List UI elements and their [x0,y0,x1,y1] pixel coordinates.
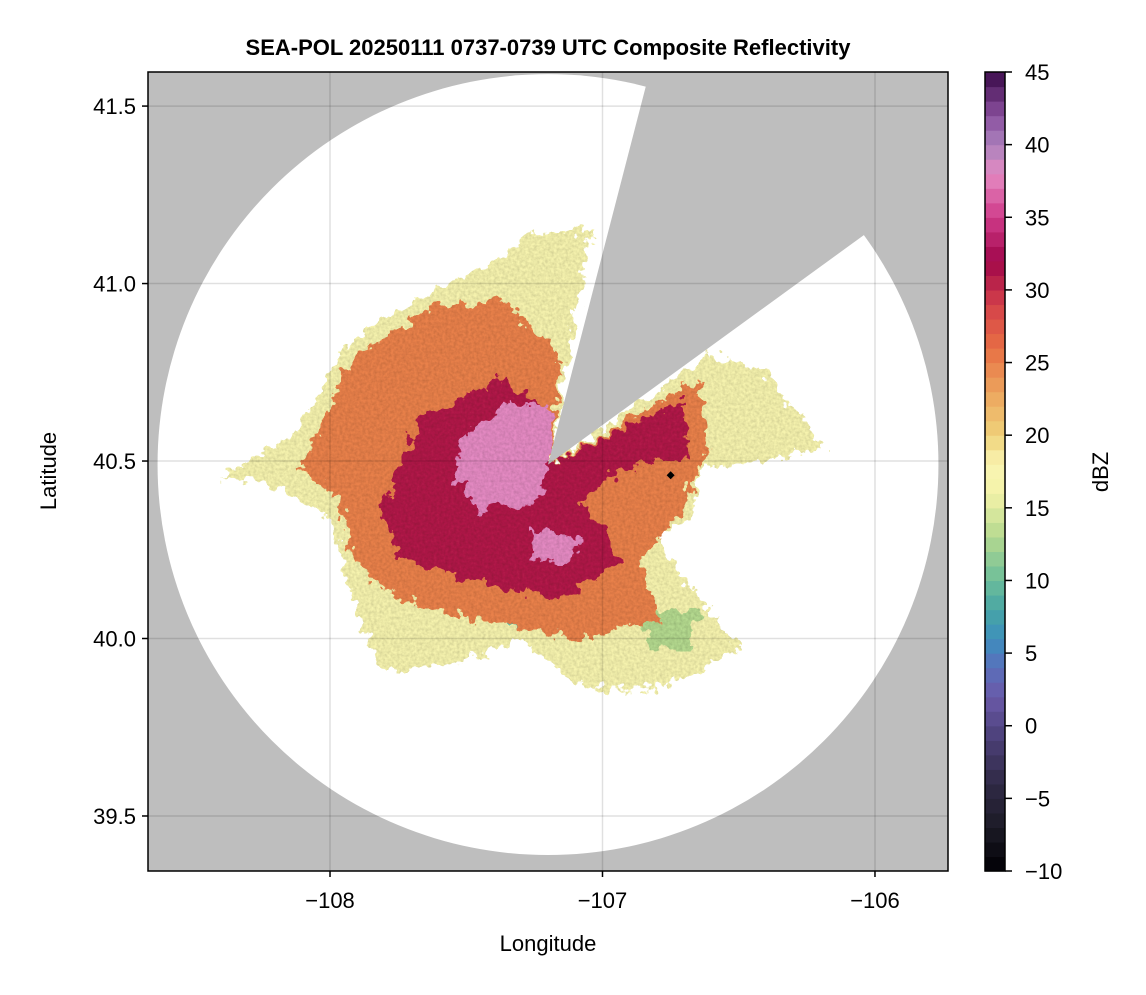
colorbar-label: dBZ [1088,452,1113,492]
colorbar-bin [985,333,1005,349]
colorbar-bin [985,798,1005,814]
echo-region [531,528,581,564]
colorbar-bin [985,522,1005,538]
grid-lines [148,72,948,871]
colorbar-tick-label: 40 [1025,133,1049,158]
colorbar-bin [985,667,1005,683]
colorbar-bin [985,101,1005,117]
colorbar-bin [985,725,1005,741]
colorbar-bin [985,420,1005,436]
y-tick-label: 41.5 [93,94,136,119]
colorbar-bin [985,289,1005,306]
colorbar-bin [985,783,1005,799]
colorbar-bin [985,478,1005,494]
colorbar-bin [985,638,1005,654]
colorbar-bin [985,86,1005,102]
colorbar-bin [985,231,1005,247]
colorbar-tick-label: 35 [1025,205,1049,230]
site-marker [666,471,675,480]
colorbar-bin [985,406,1005,422]
colorbar-tick-label: 20 [1025,423,1049,448]
colorbar-tick-label: 25 [1025,351,1049,376]
echo-layer [221,230,826,689]
colorbar-frame [984,71,1006,872]
colorbar-bin [985,769,1005,785]
blocked-sector [548,72,948,465]
colorbar-bin [985,159,1005,175]
colorbar-tick-label: 30 [1025,278,1049,303]
colorbar-bin [985,246,1005,262]
colorbar-bin [985,464,1005,480]
colorbar-tick-label: 5 [1025,641,1037,666]
x-axis-label: Longitude [500,931,597,956]
colorbar-bin [985,188,1005,204]
colorbar-bin [985,754,1005,770]
colorbar-bin [985,377,1005,393]
colorbar-bin [985,260,1005,276]
colorbar-bin [985,696,1005,712]
colorbar-bin [985,72,1005,88]
colorbar-bin [985,551,1005,567]
colorbar-tick-label: 45 [1025,60,1049,85]
x-tick-label: −106 [850,888,900,913]
colorbar-bin [985,841,1005,858]
y-axis-label: Latitude [36,432,61,510]
colorbar-tick-label: −10 [1025,859,1062,884]
colorbar-bin [985,565,1005,582]
colorbar-bin [985,318,1005,335]
y-tick-label: 40.0 [93,627,136,652]
colorbar-tick-label: 0 [1025,714,1037,739]
colorbar-bin [985,682,1005,698]
colorbar-bin [985,827,1005,843]
colorbar-tick-label: −5 [1025,786,1050,811]
colorbar-bin [985,740,1005,756]
colorbar-bin [985,493,1005,509]
colorbar-bin [985,435,1005,451]
x-tick-label: −108 [305,888,355,913]
colorbar: −10 −5 0 5 10 15 20 25 30 35 40 45 [984,60,1062,884]
colorbar-bin [985,144,1005,160]
colorbar-bin [985,348,1005,364]
y-tick-label: 40.5 [93,449,136,474]
colorbar-bin [985,653,1005,669]
y-tick-label: 39.5 [93,804,136,829]
y-tick-label: 41.0 [93,272,136,297]
colorbar-tick-label: 15 [1025,496,1049,521]
colorbar-bin [985,362,1005,378]
colorbar-bin [985,580,1005,596]
colorbar-bin [985,173,1005,189]
x-tick-label: −107 [578,888,628,913]
echo-region [455,400,551,511]
colorbar-bin [985,202,1005,218]
colorbar-bin [985,609,1005,625]
chart-title: SEA-POL 20250111 0737-0739 UTC Composite… [246,35,852,60]
colorbar-bin [985,711,1005,727]
colorbar-bin [985,391,1005,407]
colorbar-bin [985,856,1005,872]
colorbar-bin [985,130,1005,146]
colorbar-bin [985,115,1005,131]
plot-frame [147,71,949,872]
colorbar-bin [985,536,1005,552]
colorbar-bin [985,217,1005,233]
colorbar-tick-label: 10 [1025,568,1049,593]
colorbar-bin [985,812,1005,829]
colorbar-bin [985,304,1005,320]
colorbar-bin [985,275,1005,291]
colorbar-bin [985,594,1005,611]
colorbar-bin [985,449,1005,465]
colorbar-bin [985,507,1005,523]
colorbar-bin [985,624,1005,640]
